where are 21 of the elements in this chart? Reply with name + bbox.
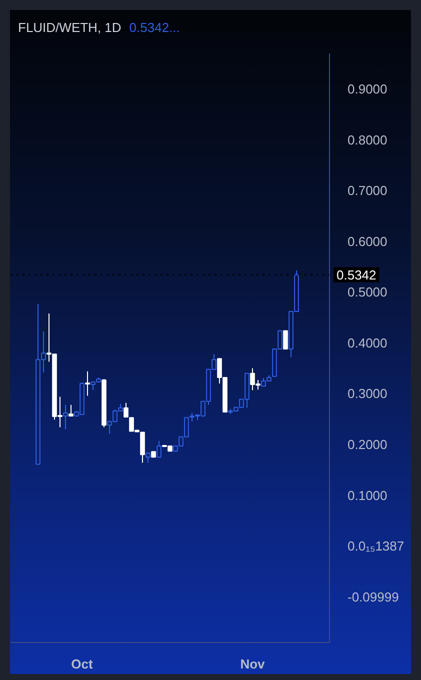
y-tick-label: 0.5000 bbox=[348, 284, 388, 300]
text: 0.5342... bbox=[129, 20, 180, 35]
y-tick-label: 0.9000 bbox=[348, 82, 388, 97]
candlestick bbox=[85, 370, 90, 396]
candlestick bbox=[146, 452, 150, 464]
chart-title: FLUID/WETH, 1D bbox=[18, 20, 122, 35]
y-tick-label: 0.0₁₅1387 bbox=[348, 538, 404, 554]
y-tick-label: 0.7000 bbox=[348, 183, 388, 198]
candlestick bbox=[156, 440, 162, 458]
y-tick-label: 0.4000 bbox=[348, 335, 388, 350]
x-tick-label: Nov bbox=[240, 656, 266, 672]
ref-line-label: 0.5342 bbox=[336, 267, 376, 282]
candlestick bbox=[63, 404, 68, 430]
candlestick bbox=[68, 404, 74, 417]
y-tick-label: 0.2000 bbox=[348, 436, 388, 452]
y-tick-label: 0.3000 bbox=[348, 386, 388, 402]
y-tick-label: 0.1000 bbox=[348, 488, 388, 503]
y-tick-label: -0.09999 bbox=[348, 589, 399, 604]
y-tick-label: 0.6000 bbox=[348, 234, 388, 249]
y-tick-label: 0.8000 bbox=[348, 132, 388, 148]
x-tick-label: Oct bbox=[71, 656, 94, 672]
